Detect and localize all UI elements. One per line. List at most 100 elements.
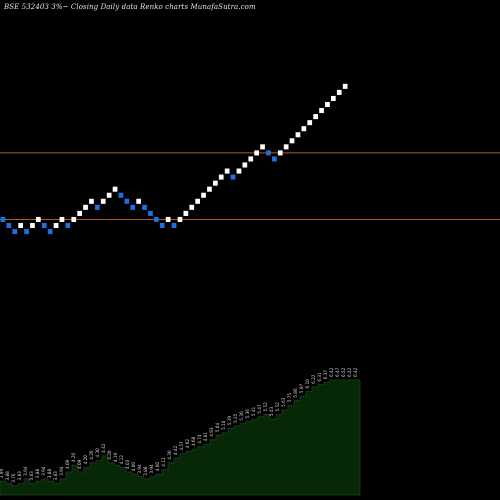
renko-brick-down	[159, 222, 165, 229]
volume-label: 4.62	[185, 439, 190, 449]
renko-brick-down	[154, 216, 159, 222]
renko-brick-up	[83, 204, 88, 210]
volume-label: 6.52	[341, 367, 346, 377]
renko-brick-up	[189, 204, 195, 210]
volume-label: 4.81	[203, 432, 208, 442]
volume-label: 5.36	[245, 409, 250, 419]
renko-brick-up	[183, 210, 189, 216]
volume-label: 4.03	[125, 459, 130, 469]
renko-brick-up	[295, 132, 301, 138]
volume-label: 3.94	[41, 466, 46, 476]
volume-label: 4.12	[161, 457, 166, 467]
volume-label: 3.88	[47, 469, 52, 479]
renko-brick-up	[71, 216, 77, 222]
renko-brick-up	[242, 162, 248, 168]
renko-brick-up	[336, 89, 342, 95]
renko-brick-up	[201, 192, 206, 198]
renko-brick-up	[195, 198, 200, 204]
renko-brick-up	[112, 186, 118, 192]
renko-brick-up	[289, 138, 295, 144]
volume-label: 3.88	[35, 469, 40, 479]
renko-brick-up	[136, 198, 141, 204]
volume-label: 4.19	[113, 452, 118, 462]
volume-label: 6.47	[335, 367, 340, 377]
volume-label: 3.99	[0, 469, 4, 479]
volume-label: 3.76	[11, 473, 16, 483]
renko-brick-down	[41, 222, 47, 229]
volume-label: 6.42	[353, 367, 358, 377]
volume-label: 6.42	[329, 367, 334, 377]
renko-brick-down	[142, 204, 147, 210]
volume-label: 4.00	[155, 462, 160, 472]
volume-label: 3.83	[17, 471, 22, 481]
volume-label: 4.93	[209, 427, 214, 437]
volume-label: 3.94	[59, 466, 64, 476]
volume-label: 4.12	[119, 455, 124, 465]
volume-label: 3.88	[5, 471, 10, 481]
renko-brick-up	[30, 222, 35, 229]
volume-label: 5.47	[257, 404, 262, 414]
renko-brick-up	[36, 216, 41, 222]
renko-brick-up	[177, 216, 183, 222]
renko-brick-up	[325, 101, 330, 108]
renko-brick-up	[236, 168, 242, 174]
renko-brick-up	[207, 186, 212, 192]
renko-brick-up	[106, 192, 112, 198]
renko-brick-down	[47, 229, 53, 235]
volume-label: 3.94	[149, 464, 154, 474]
volume-label: 3.83	[29, 471, 34, 481]
renko-brick-down	[118, 192, 124, 198]
volume-label: 5.30	[239, 411, 244, 421]
renko-brick-down	[65, 222, 71, 229]
renko-brick-up	[283, 144, 289, 150]
volume-label: 6.37	[323, 370, 328, 380]
volume-label: 3.94	[137, 464, 142, 474]
volume-label: 5.97	[299, 383, 304, 393]
renko-brick-up	[277, 150, 283, 156]
renko-brick-up	[100, 198, 106, 204]
volume-label: 4.00	[131, 462, 136, 472]
volume-area	[0, 379, 361, 496]
renko-brick-down	[95, 204, 100, 210]
volume-label: 4.74	[197, 434, 202, 444]
renko-brick-down	[130, 204, 136, 210]
volume-label: 4.42	[173, 446, 178, 456]
volume-label: 4.20	[71, 452, 76, 462]
volume-label: 4.26	[89, 450, 94, 460]
renko-brick-up	[59, 216, 65, 222]
renko-brick-up	[213, 180, 218, 186]
renko-brick-up	[331, 95, 336, 101]
renko-brick-down	[171, 222, 177, 229]
renko-brick-up	[18, 222, 23, 229]
volume-label: 4.42	[101, 443, 106, 453]
volume-label: 4.57	[179, 441, 184, 451]
renko-brick-down	[6, 222, 12, 229]
renko-brick-up	[301, 126, 307, 132]
renko-brick-down	[230, 174, 236, 180]
renko-brick-up	[254, 150, 259, 156]
volume-label: 3.83	[53, 471, 58, 481]
renko-brick-up	[319, 108, 324, 114]
volume-label: 5.63	[281, 397, 286, 407]
volume-label: 3.88	[143, 466, 148, 476]
volume-label: 6.31	[317, 372, 322, 382]
volume-label: 5.25	[233, 413, 238, 423]
renko-brick-up	[313, 114, 318, 120]
volume-label: 4.30	[167, 450, 172, 460]
renko-brick-up	[89, 198, 94, 204]
volume-label: 4.09	[65, 459, 70, 469]
volume-label: 5.52	[263, 402, 268, 412]
volume-label: 6.10	[305, 379, 310, 389]
volume-label: 4.09	[77, 459, 82, 469]
volume-label: 5.52	[275, 402, 280, 412]
renko-brick-up	[307, 120, 313, 126]
renko-brick-up	[342, 83, 348, 89]
volume-label: 4.20	[83, 455, 88, 465]
volume-label: 5.86	[293, 388, 298, 398]
volume-label: 4.30	[95, 448, 100, 458]
renko-brick-down	[24, 229, 29, 235]
renko-brick-down	[0, 216, 6, 222]
renko-brick-down	[12, 229, 18, 235]
volume-label: 4.68	[191, 436, 196, 446]
